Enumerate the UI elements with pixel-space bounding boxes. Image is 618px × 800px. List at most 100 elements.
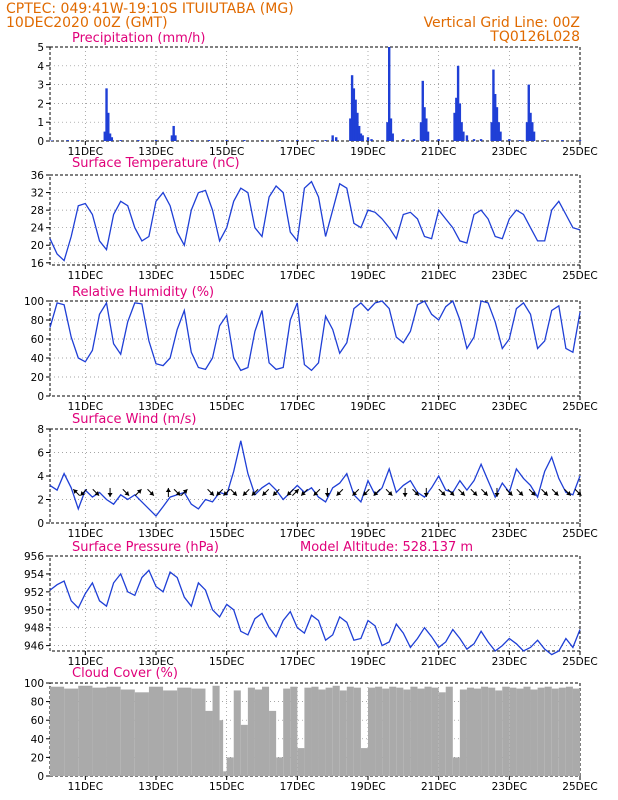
precip-bar xyxy=(532,131,536,141)
precip-bar xyxy=(497,122,500,141)
x-tick-label: 11DEC xyxy=(68,401,103,413)
x-tick-label: 15DEC xyxy=(209,270,244,282)
wind-arrow-head xyxy=(507,491,513,496)
wind-arrow-head xyxy=(165,487,171,492)
wind-arrow-head xyxy=(251,491,257,496)
precip-bar xyxy=(105,88,108,141)
x-tick-label: 19DEC xyxy=(350,528,385,540)
wind-arrow-head xyxy=(94,491,100,496)
wind-arrow-head xyxy=(287,491,292,496)
cloud-bar xyxy=(120,689,135,776)
cloud-bar xyxy=(565,686,573,776)
precip-bar xyxy=(170,135,174,141)
precip-bar xyxy=(357,125,361,141)
cloud-bar xyxy=(403,689,411,776)
x-tick-label: 13DEC xyxy=(138,146,173,158)
x-tick-label: 23DEC xyxy=(492,270,527,282)
wind-arrow-head xyxy=(423,492,429,497)
precip-bar xyxy=(137,140,140,141)
precip-bar xyxy=(225,140,228,141)
cloud-bar xyxy=(92,687,107,776)
x-tick-label: 21DEC xyxy=(421,401,456,413)
x-tick-label: 21DEC xyxy=(421,270,456,282)
wind-arrow-head xyxy=(373,491,379,496)
cloud-bar xyxy=(346,686,354,776)
x-tick-label: 11DEC xyxy=(68,270,103,282)
cloud-bar xyxy=(205,710,213,776)
wind-arrow-head xyxy=(301,491,306,496)
cloud-bar xyxy=(332,685,340,776)
x-tick-label: 19DEC xyxy=(350,781,385,793)
precip-bar xyxy=(495,107,499,141)
wind-arrow-head xyxy=(336,491,342,496)
y-tick-label: 952 xyxy=(24,587,44,599)
y-tick-label: 4 xyxy=(37,61,44,73)
precip-bar xyxy=(108,133,112,141)
precip-bar xyxy=(419,122,423,141)
cloud-bar xyxy=(368,687,376,776)
model-id: TQ0126L028 xyxy=(489,29,580,45)
precip-bar xyxy=(313,140,317,141)
cloud-bar xyxy=(502,686,510,776)
cloud-bar xyxy=(339,690,347,776)
x-tick-label: 25DEC xyxy=(562,656,597,668)
wind-arrow-head xyxy=(483,491,488,496)
cloud-bar xyxy=(276,757,284,776)
x-tick-label: 21DEC xyxy=(421,781,456,793)
x-tick-label: 13DEC xyxy=(138,270,173,282)
cloud-bar xyxy=(488,687,496,776)
y-tick-label: 28 xyxy=(31,205,44,217)
cloud-bar xyxy=(438,692,446,776)
precip-bar xyxy=(370,139,373,141)
panel-title: Precipitation (mm/h) xyxy=(72,31,205,46)
precip-bar xyxy=(190,140,193,141)
x-tick-label: 25DEC xyxy=(562,270,597,282)
y-tick-label: 948 xyxy=(24,623,44,635)
precip-bar xyxy=(50,140,53,141)
panel-frame xyxy=(49,300,581,397)
x-tick-label: 23DEC xyxy=(492,781,527,793)
wind-arrow-head xyxy=(494,492,500,497)
cloud-bar xyxy=(424,686,432,776)
x-tick-label: 19DEC xyxy=(350,270,385,282)
x-tick-label: 17DEC xyxy=(280,146,315,158)
panel-title: Surface Temperature (nC) xyxy=(72,156,240,171)
wind-arrow-head xyxy=(414,491,419,496)
cloud-bar xyxy=(106,686,121,776)
x-tick-label: 23DEC xyxy=(492,146,527,158)
precip-bar xyxy=(458,103,462,141)
x-tick-label: 11DEC xyxy=(68,146,103,158)
panel-precip: 0 1 2 3 4 5 11DEC 13DEC 15DEC 17DEC 19DEC 21DEC 23DE… xyxy=(37,31,597,158)
y-tick-label: 32 xyxy=(31,188,44,200)
y-tick-label: 5 xyxy=(37,42,44,54)
series-line xyxy=(49,569,581,656)
cloud-bar xyxy=(551,688,559,776)
wind-arrow-head xyxy=(136,489,142,494)
precip-bar xyxy=(386,122,389,141)
cloud-bar xyxy=(318,689,326,776)
panel-frame xyxy=(49,174,581,266)
cloud-bar xyxy=(544,686,552,776)
wind-arrow-head xyxy=(175,491,181,496)
y-tick-label: 16 xyxy=(31,258,45,270)
precip-bar xyxy=(499,131,502,141)
precip-bar xyxy=(492,69,495,141)
precip-bar xyxy=(543,140,546,141)
wind-arrow-head xyxy=(363,491,368,496)
cloud-bar xyxy=(474,688,482,776)
wind-arrow-head xyxy=(242,491,248,496)
wind-arrow-head xyxy=(543,491,548,496)
x-tick-label: 23DEC xyxy=(492,656,527,668)
x-tick-label: 25DEC xyxy=(562,146,597,158)
wind-arrow-head xyxy=(313,491,319,496)
precip-bar xyxy=(494,94,497,141)
precip-bar xyxy=(465,135,469,141)
precip-bar xyxy=(172,125,175,141)
precip-bar xyxy=(578,140,582,141)
y-tick-label: 0 xyxy=(37,391,44,403)
precip-bar xyxy=(278,140,281,141)
precip-bar xyxy=(359,133,363,141)
precip-bar xyxy=(356,112,359,141)
panel-pressure: 946 948 950 952 954 956 11DEC 13DEC 15DEC 17DEC 19… xyxy=(24,540,598,668)
wind-arrow-head xyxy=(440,491,446,496)
